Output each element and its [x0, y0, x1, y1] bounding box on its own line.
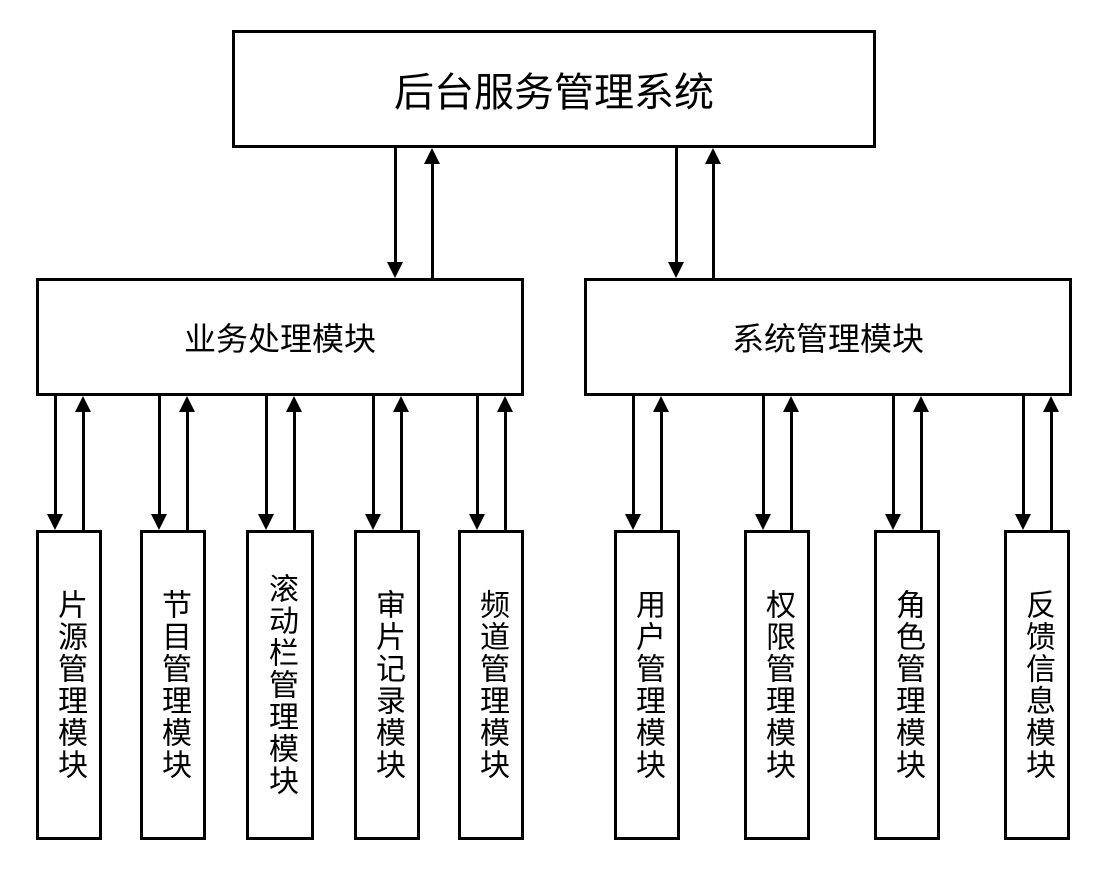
arrow-head-down-icon	[387, 262, 403, 278]
arrow-line	[660, 412, 663, 530]
arrow-head-down-icon	[668, 262, 684, 278]
arrow-line	[394, 148, 397, 262]
user-mgmt-box: 用户管理模块	[614, 530, 680, 840]
arrow-line	[504, 412, 507, 530]
program-mgmt-box: 节目管理模块	[140, 530, 206, 840]
arrow-head-down-icon	[755, 514, 771, 530]
arrow-head-up-icon	[179, 396, 195, 412]
business-module-label: 业务处理模块	[184, 314, 376, 360]
arrow-line	[1050, 412, 1053, 530]
arrow-line	[158, 396, 161, 514]
arrow-head-down-icon	[1015, 514, 1031, 530]
arrow-head-down-icon	[885, 514, 901, 530]
channel-mgmt-label: 频道管理模块	[469, 589, 513, 781]
feedback-info-box: 反馈信息模块	[1004, 530, 1070, 840]
role-mgmt-box: 角色管理模块	[874, 530, 940, 840]
root-label: 后台服务管理系统	[394, 60, 714, 118]
review-record-label: 审片记录模块	[365, 589, 409, 781]
arrow-head-down-icon	[469, 514, 485, 530]
system-module-box: 系统管理模块	[584, 278, 1072, 396]
arrow-line	[920, 412, 923, 530]
arrow-line	[54, 396, 57, 514]
role-mgmt-label: 角色管理模块	[885, 589, 929, 781]
program-mgmt-label: 节目管理模块	[151, 589, 195, 781]
arrow-head-down-icon	[625, 514, 641, 530]
arrow-head-up-icon	[393, 396, 409, 412]
arrow-line	[372, 396, 375, 514]
scroll-mgmt-box: 滚动栏管理模块	[246, 530, 314, 840]
review-record-box: 审片记录模块	[354, 530, 420, 840]
arrow-line	[431, 164, 434, 278]
feedback-info-label: 反馈信息模块	[1015, 589, 1059, 781]
arrow-head-down-icon	[151, 514, 167, 530]
arrow-line	[265, 396, 268, 514]
source-mgmt-label: 片源管理模块	[47, 589, 91, 781]
arrow-line	[186, 412, 189, 530]
arrow-head-down-icon	[47, 514, 63, 530]
arrow-line	[82, 412, 85, 530]
channel-mgmt-box: 频道管理模块	[458, 530, 524, 840]
arrow-line	[712, 164, 715, 278]
arrow-head-up-icon	[424, 148, 440, 164]
arrow-line	[293, 412, 296, 530]
permission-mgmt-label: 权限管理模块	[755, 589, 799, 781]
arrow-head-up-icon	[705, 148, 721, 164]
arrow-line	[790, 412, 793, 530]
arrow-line	[675, 148, 678, 262]
business-module-box: 业务处理模块	[36, 278, 524, 396]
arrow-head-down-icon	[365, 514, 381, 530]
user-mgmt-label: 用户管理模块	[625, 589, 669, 781]
arrow-line	[892, 396, 895, 514]
arrow-line	[632, 396, 635, 514]
arrow-head-up-icon	[75, 396, 91, 412]
arrow-head-up-icon	[497, 396, 513, 412]
arrow-line	[400, 412, 403, 530]
source-mgmt-box: 片源管理模块	[36, 530, 102, 840]
arrow-head-up-icon	[653, 396, 669, 412]
system-module-label: 系统管理模块	[732, 314, 924, 360]
arrow-head-up-icon	[913, 396, 929, 412]
arrow-head-up-icon	[783, 396, 799, 412]
arrow-line	[476, 396, 479, 514]
root-box: 后台服务管理系统	[232, 30, 876, 148]
arrow-head-up-icon	[1043, 396, 1059, 412]
arrow-head-up-icon	[286, 396, 302, 412]
scroll-mgmt-label: 滚动栏管理模块	[258, 573, 302, 797]
arrow-line	[1022, 396, 1025, 514]
permission-mgmt-box: 权限管理模块	[744, 530, 810, 840]
arrow-line	[762, 396, 765, 514]
arrow-head-down-icon	[258, 514, 274, 530]
